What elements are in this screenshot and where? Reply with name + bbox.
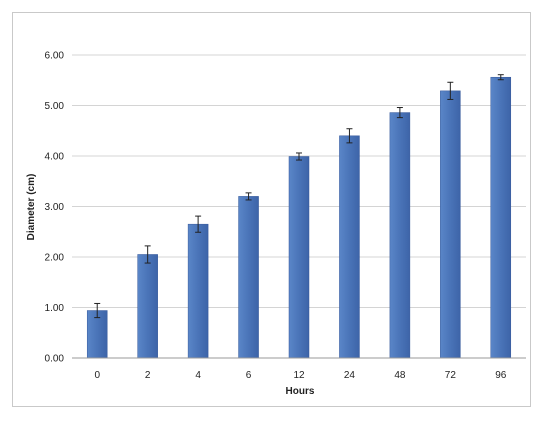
x-tick-label: 2 <box>145 370 151 381</box>
y-tick-label: 3.00 <box>45 202 65 213</box>
error-bar-2 <box>144 245 151 264</box>
bar-96 <box>490 76 512 359</box>
bar-6 <box>238 196 259 359</box>
x-tick-label: 6 <box>246 370 252 381</box>
bar-24 <box>339 135 360 359</box>
y-tick-label: 0.00 <box>45 354 65 365</box>
x-axis-title: Hours <box>286 386 315 397</box>
bar-12 <box>288 156 310 359</box>
y-tick-label: 4.00 <box>45 152 65 163</box>
y-tick-label: 2.00 <box>45 253 65 264</box>
x-tick-label: 0 <box>94 370 100 381</box>
y-tick-label: 5.00 <box>45 101 65 112</box>
error-bar-4 <box>195 215 202 233</box>
x-tick-label: 24 <box>344 370 356 381</box>
x-tick-label: 4 <box>195 370 201 381</box>
x-tick-label: 12 <box>293 370 305 381</box>
error-bar-24 <box>346 128 353 144</box>
x-tick-labels: 0 2 4 6 12 24 48 72 96 <box>94 370 506 381</box>
y-tick-label: 1.00 <box>45 303 65 314</box>
bars <box>86 76 512 359</box>
error-bar-96 <box>497 74 504 81</box>
error-bar-72 <box>447 81 454 100</box>
error-bar-6 <box>245 192 252 201</box>
bar-2 <box>137 254 158 359</box>
y-axis-title: Diameter (cm) <box>26 174 37 241</box>
error-bars <box>94 74 504 319</box>
y-tick-labels: 0.00 1.00 2.00 3.00 4.00 5.00 6.00 <box>45 51 65 365</box>
error-bar-48 <box>396 107 403 119</box>
error-bar-0 <box>94 302 101 319</box>
x-tick-label: 96 <box>495 370 507 381</box>
bar-72 <box>440 90 461 359</box>
error-bar-12 <box>296 152 302 161</box>
x-tick-label: 72 <box>445 370 457 381</box>
bar-4 <box>187 223 209 359</box>
bar-48 <box>389 112 411 359</box>
y-tick-label: 6.00 <box>45 51 65 62</box>
x-tick-label: 48 <box>394 370 406 381</box>
